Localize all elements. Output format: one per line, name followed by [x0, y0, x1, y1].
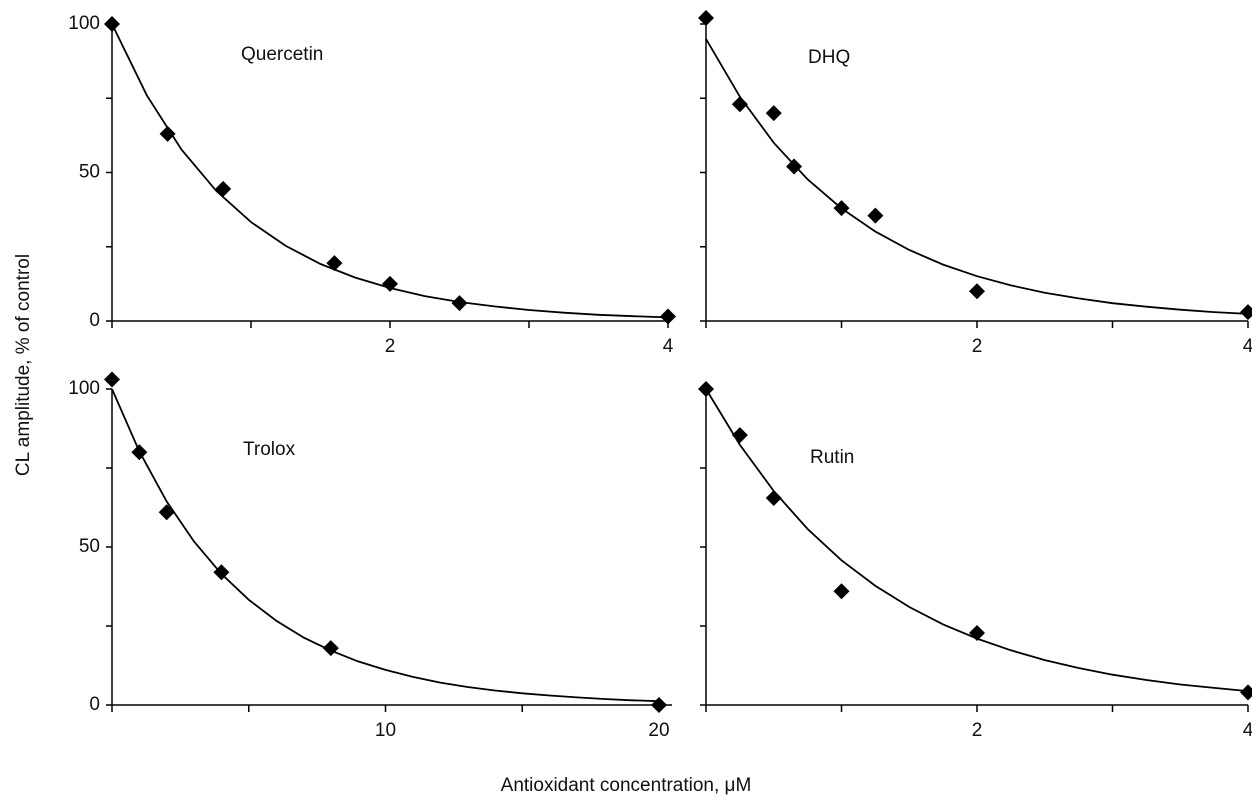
- x-tick-label: 10: [375, 720, 396, 741]
- data-point: [867, 207, 884, 224]
- data-point: [451, 295, 468, 312]
- y-tick-label: 50: [79, 536, 100, 557]
- data-point: [104, 371, 120, 388]
- data-point: [969, 624, 985, 641]
- panel-title: Rutin: [810, 447, 854, 468]
- data-point: [786, 158, 803, 175]
- data-point: [731, 427, 748, 444]
- fit-curve: [705, 388, 1249, 692]
- data-point: [660, 308, 676, 325]
- data-point: [213, 564, 230, 581]
- x-tick-label: 2: [972, 720, 983, 741]
- data-point: [833, 583, 850, 600]
- data-point: [651, 697, 667, 713]
- panel-title: Quercetin: [241, 44, 323, 65]
- data-point: [159, 125, 176, 142]
- y-tick-label: 0: [89, 694, 100, 715]
- data-point: [765, 490, 782, 507]
- data-point: [158, 504, 175, 521]
- x-tick-label: 4: [663, 336, 674, 357]
- y-tick-label: 50: [79, 162, 100, 183]
- data-point: [765, 105, 782, 122]
- data-point: [382, 275, 398, 292]
- data-point: [731, 96, 748, 113]
- data-point: [215, 180, 232, 197]
- x-tick-label: 20: [648, 720, 669, 741]
- panel-title: DHQ: [808, 47, 850, 68]
- x-tick-label: 4: [1243, 336, 1252, 357]
- data-point: [322, 640, 339, 657]
- x-tick-label: 2: [972, 336, 983, 357]
- y-axis-label: CL amplitude, % of control: [13, 254, 34, 476]
- data-point: [1240, 304, 1252, 321]
- x-axis-label: Antioxidant concentration, μM: [501, 775, 752, 796]
- y-tick-label: 100: [68, 378, 100, 399]
- data-point: [833, 200, 850, 217]
- fit-curve: [111, 23, 669, 319]
- fit-curve: [705, 38, 1249, 315]
- data-point: [1240, 684, 1252, 701]
- data-point: [104, 16, 120, 32]
- panel-title: Trolox: [243, 439, 296, 460]
- fit-curve: [111, 388, 660, 703]
- y-tick-label: 100: [68, 13, 100, 34]
- data-point: [969, 283, 985, 300]
- data-point: [698, 381, 714, 397]
- x-tick-label: 4: [1243, 720, 1252, 741]
- data-point: [131, 444, 148, 461]
- y-tick-label: 0: [89, 310, 100, 331]
- data-point: [698, 10, 714, 27]
- x-tick-label: 2: [385, 336, 396, 357]
- data-point: [326, 255, 343, 272]
